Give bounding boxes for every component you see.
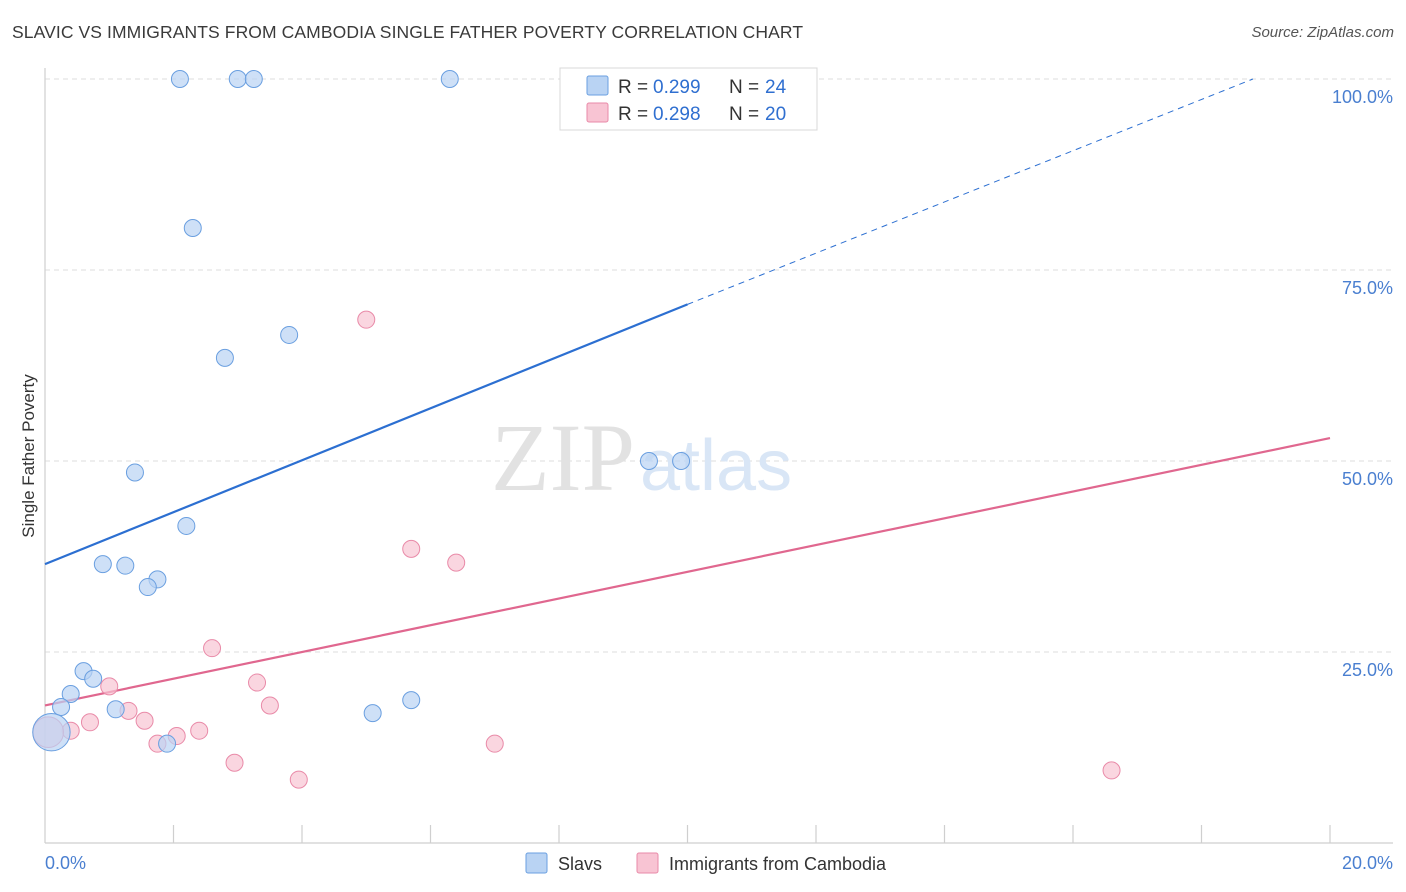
point-slavs — [402, 691, 421, 710]
legend-r-value-cambodia: 0.298 — [653, 104, 701, 125]
source-label: Source: ZipAtlas.com — [1251, 24, 1394, 41]
point-slavs — [228, 70, 247, 88]
series-label-slavs: Slavs — [558, 854, 602, 874]
legend-n-value-cambodia: 20 — [765, 104, 786, 125]
series-swatch-cambodia — [636, 852, 659, 874]
point-slavs — [32, 713, 71, 752]
point-slavs — [106, 700, 125, 719]
point-slavs — [170, 70, 189, 88]
trend-line-slavs-extension — [687, 78, 1254, 305]
stats-legend: R = 0.299 N = 24 R = 0.298 N = 20 — [559, 67, 818, 131]
legend-n-value-slavs: 24 — [765, 77, 787, 98]
watermark-zip: ZIP — [491, 404, 635, 511]
point-slavs — [93, 555, 112, 574]
axes — [44, 68, 1393, 844]
data-points — [32, 70, 1121, 789]
point-slavs — [177, 516, 196, 535]
x-tick-label-max: 20.0% — [1342, 853, 1393, 873]
point-slavs — [61, 685, 80, 704]
point-slavs — [52, 698, 71, 717]
point-slavs — [440, 70, 459, 88]
point-slavs — [672, 452, 691, 470]
point-cambodia — [485, 734, 504, 753]
point-cambodia — [260, 696, 279, 715]
legend-swatch-slavs — [586, 75, 609, 96]
watermark-atlas: atlas — [640, 426, 792, 506]
y-tick-label-75: 75.0% — [1342, 278, 1393, 298]
y-tick-label-100: 100.0% — [1332, 87, 1393, 107]
trend-lines — [44, 78, 1331, 707]
point-cambodia — [100, 677, 119, 696]
legend-swatch-cambodia — [586, 102, 609, 123]
legend-r-value-slavs: 0.299 — [653, 77, 701, 98]
watermark: ZIP atlas — [491, 404, 792, 511]
point-slavs — [280, 325, 299, 344]
point-slavs — [215, 348, 234, 367]
trend-line-cambodia — [44, 437, 1331, 707]
legend-r-label-slavs: R = — [618, 77, 648, 98]
point-cambodia — [248, 673, 267, 692]
point-cambodia — [135, 711, 154, 730]
y-axis-title: Single Father Poverty — [19, 374, 38, 538]
point-slavs — [125, 463, 144, 482]
y-tick-labels: 25.0% 50.0% 75.0% 100.0% — [1332, 87, 1393, 680]
point-cambodia — [203, 639, 222, 658]
point-slavs — [158, 734, 177, 753]
series-label-cambodia: Immigrants from Cambodia — [669, 854, 887, 874]
y-tick-label-50: 50.0% — [1342, 469, 1393, 489]
point-cambodia — [80, 713, 99, 732]
point-slavs — [639, 452, 658, 470]
series-legend: Slavs Immigrants from Cambodia — [525, 852, 887, 874]
x-ticks — [172, 825, 1331, 843]
series-swatch-slavs — [525, 852, 548, 874]
point-cambodia — [357, 310, 376, 329]
point-cambodia — [289, 770, 308, 789]
point-slavs — [363, 704, 382, 723]
x-tick-label-min: 0.0% — [45, 853, 86, 873]
y-tick-label-25: 25.0% — [1342, 660, 1393, 680]
point-cambodia — [447, 553, 466, 572]
point-cambodia — [402, 539, 421, 558]
point-cambodia — [1102, 761, 1121, 780]
point-slavs — [138, 578, 157, 597]
trend-line-slavs — [44, 303, 688, 566]
point-cambodia — [190, 721, 209, 740]
point-slavs — [244, 70, 263, 88]
chart-title: SLAVIC VS IMMIGRANTS FROM CAMBODIA SINGL… — [12, 22, 804, 42]
point-slavs — [84, 669, 103, 688]
point-slavs — [116, 556, 135, 575]
point-slavs — [183, 218, 202, 237]
point-cambodia — [225, 753, 244, 772]
legend-r-label-cambodia: R = — [618, 104, 648, 125]
legend-n-label-cambodia: N = — [729, 104, 759, 125]
legend-n-label-slavs: N = — [729, 77, 759, 98]
